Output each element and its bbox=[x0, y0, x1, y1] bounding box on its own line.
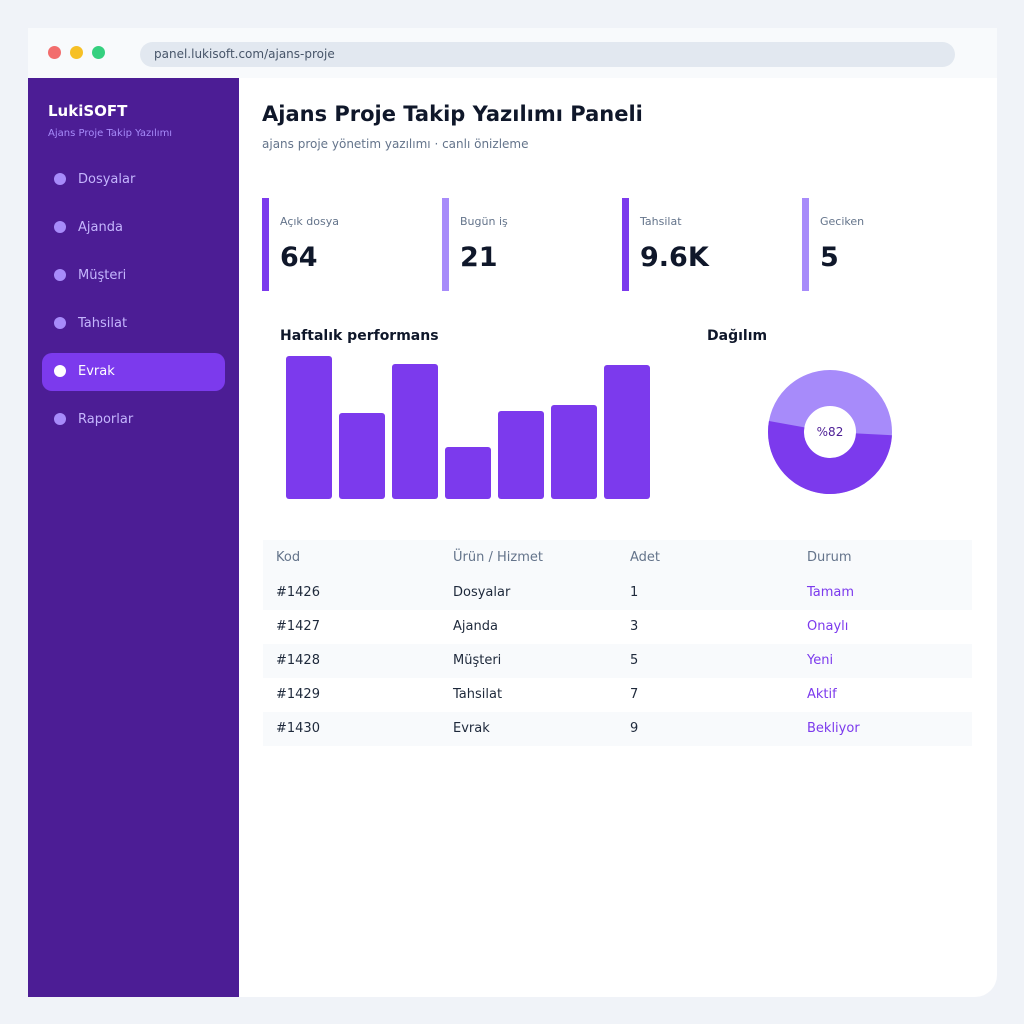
table-row[interactable]: #1430 Evrak 9 Bekliyor bbox=[263, 712, 972, 746]
row-code: #1429 bbox=[276, 687, 320, 702]
row-status: Onaylı bbox=[807, 619, 849, 634]
weekly-chart-title: Haftalık performans bbox=[280, 328, 439, 344]
brand-subtitle: Ajans Proje Takip Yazılımı bbox=[48, 128, 173, 139]
sidebar-item-label: Evrak bbox=[78, 364, 115, 379]
stat-card-geciken: Geciken 5 bbox=[802, 198, 962, 291]
sidebar-item-musteri[interactable]: Müşteri bbox=[42, 257, 225, 295]
sidebar-item-tahsilat[interactable]: Tahsilat bbox=[42, 305, 225, 343]
row-code: #1426 bbox=[276, 585, 320, 600]
row-quantity: 5 bbox=[630, 653, 639, 668]
close-window-button[interactable] bbox=[48, 46, 61, 59]
table-row[interactable]: #1429 Tahsilat 7 Aktif bbox=[263, 678, 972, 712]
distribution-donut-chart: %82 bbox=[766, 368, 894, 496]
sidebar-item-raporlar[interactable]: Raporlar bbox=[42, 401, 225, 439]
stat-label: Geciken bbox=[820, 215, 865, 228]
sidebar-item-label: Müşteri bbox=[78, 268, 127, 283]
sidebar-item-label: Dosyalar bbox=[78, 172, 136, 187]
dot-icon bbox=[54, 365, 66, 377]
main-content: Ajans Proje Takip Yazılımı Paneli ajans … bbox=[239, 78, 997, 997]
row-status: Bekliyor bbox=[807, 721, 860, 736]
sidebar: LukiSOFT Ajans Proje Takip Yazılımı Dosy… bbox=[28, 78, 239, 997]
table-row[interactable]: #1427 Ajanda 3 Onaylı bbox=[263, 610, 972, 644]
page-subtitle: ajans proje yönetim yazılımı · canlı öni… bbox=[262, 137, 529, 151]
weekly-bar bbox=[392, 364, 438, 499]
page-title: Ajans Proje Takip Yazılımı Paneli bbox=[262, 102, 643, 126]
row-quantity: 1 bbox=[630, 585, 639, 600]
weekly-bar bbox=[339, 413, 385, 499]
dot-icon bbox=[54, 413, 66, 425]
donut-center-label: %82 bbox=[816, 425, 844, 439]
stat-value: 5 bbox=[820, 242, 839, 273]
sidebar-item-label: Raporlar bbox=[78, 412, 134, 427]
sidebar-item-label: Ajanda bbox=[78, 220, 123, 235]
stat-value: 9.6K bbox=[640, 242, 709, 273]
sidebar-item-dosyalar[interactable]: Dosyalar bbox=[42, 161, 225, 199]
stat-card-tahsilat: Tahsilat 9.6K bbox=[622, 198, 782, 291]
weekly-bar bbox=[286, 356, 332, 499]
stat-label: Açık dosya bbox=[280, 215, 339, 228]
maximize-window-button[interactable] bbox=[92, 46, 105, 59]
weekly-bar-chart bbox=[286, 350, 651, 499]
donut-ring-primary bbox=[768, 421, 892, 494]
row-quantity: 3 bbox=[630, 619, 639, 634]
weekly-bar bbox=[498, 411, 544, 499]
column-header-urun-hizmet: Ürün / Hizmet bbox=[453, 550, 543, 565]
table-header: Kod Ürün / Hizmet Adet Durum bbox=[263, 540, 972, 576]
donut-svg bbox=[768, 370, 892, 494]
address-bar[interactable]: panel.lukisoft.com/ajans-proje bbox=[140, 42, 955, 67]
browser-titlebar: panel.lukisoft.com/ajans-proje bbox=[28, 28, 997, 78]
brand-name: LukiSOFT bbox=[48, 102, 128, 120]
minimize-window-button[interactable] bbox=[70, 46, 83, 59]
stat-accent bbox=[442, 198, 449, 291]
weekly-bar bbox=[551, 405, 597, 499]
browser-window: panel.lukisoft.com/ajans-proje LukiSOFT … bbox=[28, 28, 997, 997]
dot-icon bbox=[54, 269, 66, 281]
row-status: Tamam bbox=[807, 585, 855, 600]
row-status: Aktif bbox=[807, 687, 837, 702]
stat-label: Bugün iş bbox=[460, 215, 508, 228]
sidebar-item-label: Tahsilat bbox=[78, 316, 128, 331]
row-code: #1430 bbox=[276, 721, 320, 736]
weekly-bar bbox=[604, 365, 650, 499]
row-quantity: 9 bbox=[630, 721, 639, 736]
stat-label: Tahsilat bbox=[640, 215, 682, 228]
dot-icon bbox=[54, 221, 66, 233]
sidebar-item-ajanda[interactable]: Ajanda bbox=[42, 209, 225, 247]
stat-card-acik-dosya: Açık dosya 64 bbox=[262, 198, 422, 291]
column-header-adet: Adet bbox=[630, 550, 661, 565]
weekly-bar bbox=[445, 447, 491, 499]
orders-table: Kod Ürün / Hizmet Adet Durum #1426 Dosya… bbox=[263, 540, 972, 746]
row-item: Ajanda bbox=[453, 619, 498, 634]
dot-icon bbox=[54, 173, 66, 185]
stat-accent bbox=[262, 198, 269, 291]
row-status: Yeni bbox=[807, 653, 834, 668]
row-item: Dosyalar bbox=[453, 585, 511, 600]
distribution-chart-title: Dağılım bbox=[707, 328, 768, 344]
row-item: Müşteri bbox=[453, 653, 502, 668]
column-header-durum: Durum bbox=[807, 550, 852, 565]
row-code: #1427 bbox=[276, 619, 320, 634]
stat-card-bugun-is: Bugün iş 21 bbox=[442, 198, 602, 291]
table-row[interactable]: #1428 Müşteri 5 Yeni bbox=[263, 644, 972, 678]
row-code: #1428 bbox=[276, 653, 320, 668]
sidebar-item-evrak[interactable]: Evrak bbox=[42, 353, 225, 391]
dot-icon bbox=[54, 317, 66, 329]
row-item: Evrak bbox=[453, 721, 490, 736]
stat-accent bbox=[802, 198, 809, 291]
column-header-kod: Kod bbox=[276, 550, 301, 565]
row-item: Tahsilat bbox=[453, 687, 503, 702]
row-quantity: 7 bbox=[630, 687, 639, 702]
stat-value: 21 bbox=[460, 242, 498, 273]
table-row[interactable]: #1426 Dosyalar 1 Tamam bbox=[263, 576, 972, 610]
stat-accent bbox=[622, 198, 629, 291]
stat-value: 64 bbox=[280, 242, 318, 273]
